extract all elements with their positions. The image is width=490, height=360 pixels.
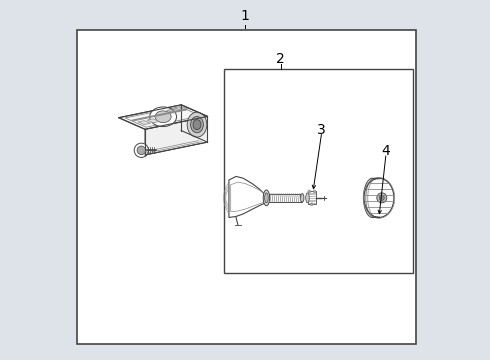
Circle shape	[310, 203, 313, 206]
Ellipse shape	[150, 107, 176, 127]
Bar	[308, 192, 317, 204]
Ellipse shape	[300, 194, 304, 202]
Ellipse shape	[193, 120, 201, 130]
Bar	[268, 194, 302, 202]
Ellipse shape	[306, 193, 309, 203]
Ellipse shape	[191, 117, 203, 133]
Ellipse shape	[134, 143, 148, 157]
Polygon shape	[179, 107, 188, 110]
Ellipse shape	[263, 190, 270, 206]
Text: 1: 1	[241, 9, 249, 23]
Polygon shape	[229, 176, 268, 217]
Polygon shape	[125, 107, 201, 127]
Text: 4: 4	[382, 144, 391, 158]
Polygon shape	[167, 109, 175, 112]
Polygon shape	[173, 108, 181, 111]
Text: 3: 3	[318, 123, 326, 137]
Circle shape	[379, 195, 384, 201]
Circle shape	[308, 190, 311, 193]
Polygon shape	[147, 119, 159, 123]
Bar	[77, 30, 416, 344]
Ellipse shape	[187, 112, 207, 137]
Circle shape	[377, 193, 387, 203]
Polygon shape	[119, 105, 207, 129]
Text: 2: 2	[276, 51, 285, 66]
Polygon shape	[145, 116, 207, 155]
Ellipse shape	[265, 193, 268, 203]
Circle shape	[313, 190, 316, 193]
Polygon shape	[181, 105, 207, 142]
Bar	[223, 69, 413, 273]
Ellipse shape	[155, 111, 171, 123]
Polygon shape	[138, 121, 150, 125]
Ellipse shape	[137, 146, 146, 154]
Ellipse shape	[364, 178, 394, 217]
